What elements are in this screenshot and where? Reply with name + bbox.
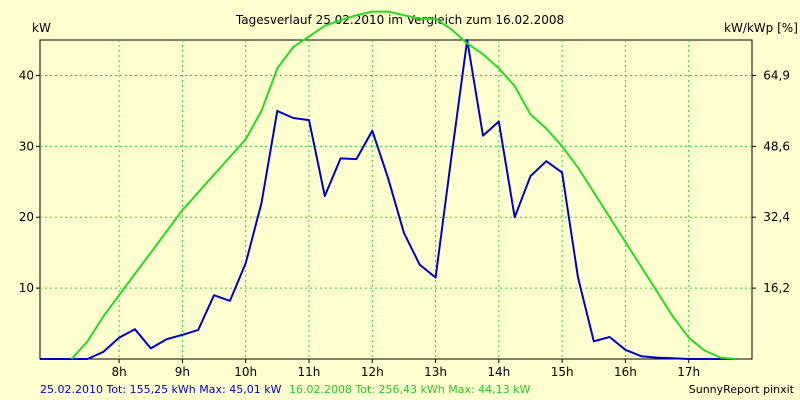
y-tick-label-right: 48,6 [763,139,790,153]
y-tick-label-right: 64,9 [763,68,790,82]
x-tick-label: 11h [298,365,321,379]
series-line-2010 [40,39,737,360]
chart-title: Tagesverlauf 25.02.2010 im Vergleich zum… [235,13,564,27]
x-tick-label: 12h [361,365,384,379]
footer-legend: 25.02.2010 Tot: 155,25 kWh Max: 45,01 kW… [40,383,531,396]
x-tick-label: 13h [424,365,447,379]
y-tick-label-left: 30 [19,139,34,153]
legend-entry-2010: 25.02.2010 Tot: 155,25 kWh Max: 45,01 kW [40,383,282,396]
x-tick-label: 8h [111,365,126,379]
legend-entry-2008: 16.02.2008 Tot: 256,43 kWh Max: 44,13 kW [289,383,531,396]
y-tick-label-left: 20 [19,210,34,224]
y-axis-left: 10 20 30 40 [19,68,40,295]
y-tick-label-right: 16,2 [763,281,790,295]
y-tick-label-right: 32,4 [763,210,790,224]
y-axis-right-label: kW/kWp [%] [724,21,798,35]
x-tick-label: 16h [614,365,637,379]
x-tick-label: 15h [551,365,574,379]
grid [40,40,752,359]
x-tick-label: 9h [175,365,190,379]
series-lines [40,10,737,360]
x-axis: 8h 9h 10h 11h 12h 13h 14h 15h 16h 17h [111,359,700,379]
y-axis-left-label: kW [32,21,51,35]
x-tick-label: 17h [677,365,700,379]
x-tick-label: 10h [234,365,257,379]
x-tick-label: 14h [487,365,510,379]
y-axis-right: 16,2 32,4 48,6 64,9 [752,68,790,295]
plot-area [39,39,753,360]
footer-credit: SunnyReport pinxit [689,383,795,396]
y-tick-label-left: 10 [19,281,34,295]
y-tick-label-left: 40 [19,68,34,82]
series-line-2008 [70,10,737,360]
